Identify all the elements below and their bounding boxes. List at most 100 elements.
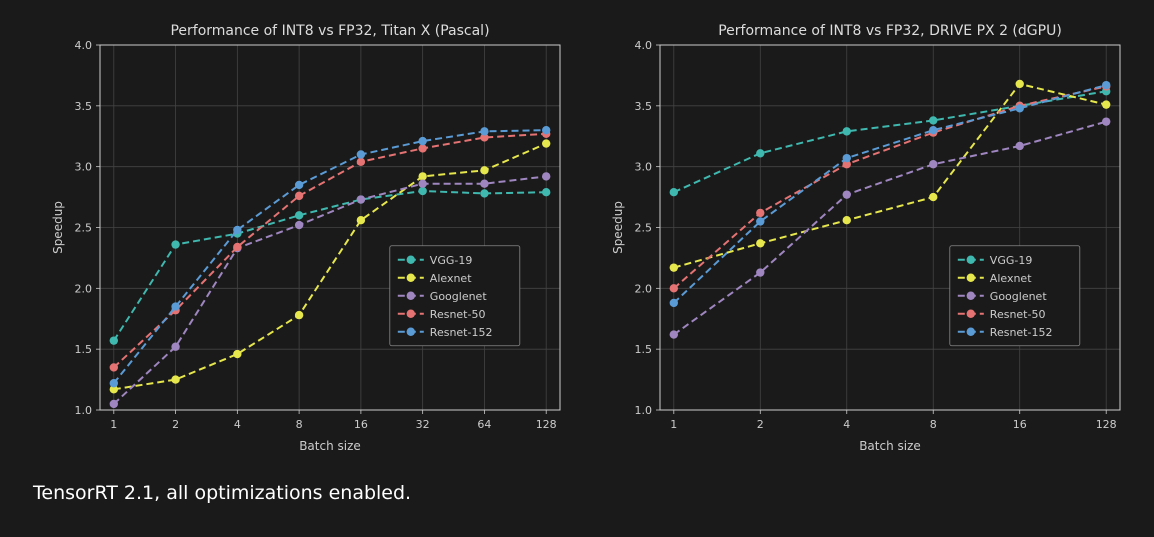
- legend-swatch-marker: [407, 310, 415, 318]
- series-marker: [295, 192, 303, 200]
- legend-swatch-marker: [407, 256, 415, 264]
- ytick-label: 1.0: [75, 404, 93, 417]
- series-marker: [929, 160, 937, 168]
- ytick-label: 2.0: [635, 282, 653, 295]
- series-marker: [929, 126, 937, 134]
- xtick: 1: [670, 410, 677, 431]
- y-axis-label: Speedup: [611, 201, 625, 254]
- chart-svg: 1.01.52.02.53.03.54.01248163264128Perfor…: [40, 15, 580, 465]
- xtick-label: 2: [172, 418, 179, 431]
- x-axis-label: Batch size: [859, 439, 921, 453]
- series-marker: [357, 195, 365, 203]
- series-marker: [843, 154, 851, 162]
- ytick-label: 4.0: [75, 39, 93, 52]
- ytick-label: 2.0: [75, 282, 93, 295]
- legend-swatch-marker: [407, 292, 415, 300]
- legend-label: VGG-19: [430, 254, 473, 267]
- series-marker: [418, 172, 426, 180]
- series-marker: [542, 139, 550, 147]
- series-marker: [480, 127, 488, 135]
- xtick: 128: [536, 410, 557, 431]
- xtick-label: 4: [843, 418, 850, 431]
- ytick-label: 4.0: [635, 39, 653, 52]
- xtick: 16: [1013, 410, 1027, 431]
- chart-panel-0: 1.01.52.02.53.03.54.01248163264128Perfor…: [40, 15, 580, 465]
- xtick: 2: [172, 410, 179, 431]
- y-axis-label: Speedup: [51, 201, 65, 254]
- xtick-label: 32: [416, 418, 430, 431]
- series-marker: [929, 193, 937, 201]
- series-marker: [171, 375, 179, 383]
- xtick: 4: [843, 410, 850, 431]
- ytick: 1.0: [75, 404, 101, 417]
- xtick: 8: [930, 410, 937, 431]
- series-marker: [233, 243, 241, 251]
- legend-label: Resnet-50: [990, 308, 1046, 321]
- chart-title: Performance of INT8 vs FP32, Titan X (Pa…: [170, 23, 489, 39]
- legend-label: VGG-19: [990, 254, 1033, 267]
- ytick: 2.0: [75, 282, 101, 295]
- series-marker: [756, 268, 764, 276]
- series-marker: [670, 284, 678, 292]
- series-marker: [929, 116, 937, 124]
- series-marker: [670, 330, 678, 338]
- series-marker: [480, 189, 488, 197]
- series-marker: [843, 190, 851, 198]
- series-marker: [295, 221, 303, 229]
- series-marker: [171, 240, 179, 248]
- ytick: 3.0: [75, 161, 101, 174]
- ytick-label: 3.5: [75, 100, 93, 113]
- legend-swatch-marker: [967, 328, 975, 336]
- series-marker: [171, 302, 179, 310]
- ytick: 2.5: [635, 222, 661, 235]
- ytick: 4.0: [635, 39, 661, 52]
- series-marker: [480, 166, 488, 174]
- series-marker: [1102, 81, 1110, 89]
- series-marker: [357, 150, 365, 158]
- xtick: 1: [110, 410, 117, 431]
- series-marker: [1016, 142, 1024, 150]
- series-marker: [110, 336, 118, 344]
- series-marker: [542, 172, 550, 180]
- xtick-label: 2: [757, 418, 764, 431]
- series-marker: [756, 149, 764, 157]
- legend-swatch-marker: [967, 274, 975, 282]
- series-marker: [418, 137, 426, 145]
- ytick: 1.5: [75, 343, 101, 356]
- x-axis-label: Batch size: [299, 439, 361, 453]
- xtick-label: 1: [110, 418, 117, 431]
- ytick-label: 3.0: [635, 161, 653, 174]
- xtick: 4: [234, 410, 241, 431]
- series-marker: [295, 211, 303, 219]
- series-marker: [171, 343, 179, 351]
- ytick-label: 3.5: [635, 100, 653, 113]
- legend-label: Resnet-152: [430, 326, 493, 339]
- series-marker: [480, 180, 488, 188]
- xtick-label: 64: [477, 418, 491, 431]
- ytick: 1.5: [635, 343, 661, 356]
- series-marker: [1102, 117, 1110, 125]
- series-marker: [418, 187, 426, 195]
- xtick: 2: [757, 410, 764, 431]
- series-marker: [418, 180, 426, 188]
- series-marker: [295, 181, 303, 189]
- series-marker: [542, 188, 550, 196]
- xtick-label: 8: [930, 418, 937, 431]
- ytick-label: 1.0: [635, 404, 653, 417]
- ytick: 2.0: [635, 282, 661, 295]
- legend-label: Googlenet: [990, 290, 1048, 303]
- series-marker: [110, 379, 118, 387]
- legend-label: Googlenet: [430, 290, 488, 303]
- ytick: 4.0: [75, 39, 101, 52]
- series-marker: [357, 158, 365, 166]
- legend-label: Resnet-50: [430, 308, 486, 321]
- chart-svg: 1.01.52.02.53.03.54.0124816128Performanc…: [600, 15, 1140, 465]
- figure-caption: TensorRT 2.1, all optimizations enabled.: [33, 482, 411, 504]
- xtick-label: 4: [234, 418, 241, 431]
- series-marker: [670, 263, 678, 271]
- xtick-label: 128: [536, 418, 557, 431]
- ytick: 3.0: [635, 161, 661, 174]
- series-marker: [843, 216, 851, 224]
- ytick: 3.5: [635, 100, 661, 113]
- series-marker: [542, 126, 550, 134]
